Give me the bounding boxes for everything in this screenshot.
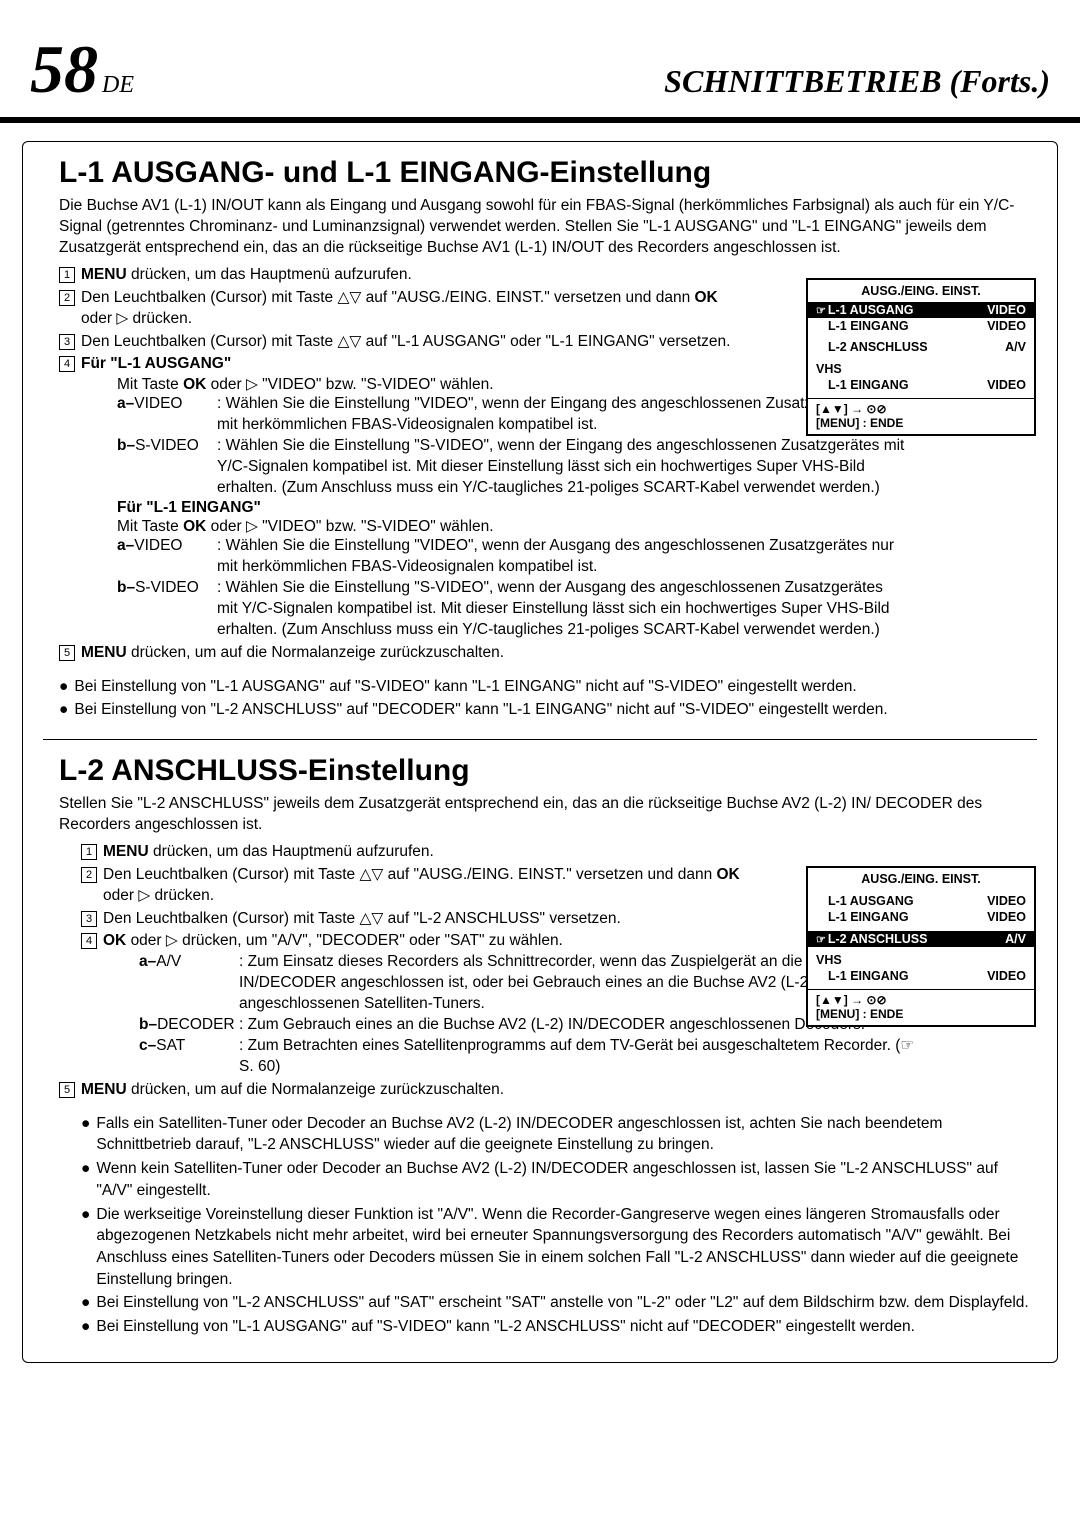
step-subline: Mit Taste OK oder ▷ "VIDEO" bzw. "S-VIDE… — [117, 375, 907, 394]
page-number-big: 58 — [30, 31, 98, 107]
section2-intro: Stellen Sie "L-2 ANSCHLUSS" jeweils dem … — [23, 794, 1057, 836]
osd-row: L-1 AUSGANGVIDEO — [808, 890, 1034, 909]
chapter-title: SCHNITTBETRIEB (Forts.) — [664, 63, 1050, 100]
osd-title: AUSG./EING. EINST. — [808, 868, 1034, 890]
section2-notes: ●Falls ein Satelliten-Tuner oder Decoder… — [23, 1101, 1057, 1338]
step-number: 1 — [81, 844, 97, 860]
step-row: 5 MENU drücken, um auf die Normalanzeige… — [59, 1080, 1035, 1101]
section2-title: L-2 ANSCHLUSS-Einstellung — [23, 740, 1057, 794]
step-row: 3 Den Leuchtbalken (Cursor) mit Taste △▽… — [59, 332, 849, 353]
step-subline: Mit Taste OK oder ▷ "VIDEO" bzw. "S-VIDE… — [117, 517, 907, 536]
step-row: 2 Den Leuchtbalken (Cursor) mit Taste △▽… — [81, 865, 871, 907]
section1-notes: ●Bei Einstellung von "L-1 AUSGANG" auf "… — [23, 664, 1057, 721]
osd-row: L-1 EINGANGVIDEO — [808, 968, 1034, 989]
osd-group-label: VHS — [808, 947, 1034, 968]
osd-footer: [▲▼] → ⊙⊘ [MENU] : ENDE — [808, 398, 1034, 434]
step-row: 2 Den Leuchtbalken (Cursor) mit Taste △▽… — [59, 288, 849, 330]
osd-row: L-2 ANSCHLUSSA/V — [808, 334, 1034, 360]
option-row: c–SAT : Zum Betrachten eines Satellitenp… — [139, 1036, 929, 1078]
option-row: a–VIDEO : Wählen Sie die Einstellung "VI… — [117, 536, 907, 578]
option-row: b–S-VIDEO : Wählen Sie die Einstellung "… — [117, 436, 907, 499]
osd-row-highlight: L-2 ANSCHLUSSA/V — [808, 931, 1034, 947]
osd-row: L-1 EINGANGVIDEO — [808, 318, 1034, 334]
step-number: 4 — [81, 933, 97, 949]
step-number: 3 — [59, 334, 75, 350]
step-number: 2 — [59, 290, 75, 306]
osd-title: AUSG./EING. EINST. — [808, 280, 1034, 302]
section1-title: L-1 AUSGANG- und L-1 EINGANG-Einstellung — [23, 142, 1057, 196]
option-row: a–VIDEO : Wählen Sie die Einstellung "VI… — [117, 394, 907, 436]
option-row: b–S-VIDEO : Wählen Sie die Einstellung "… — [117, 578, 907, 641]
osd-group-label: VHS — [808, 360, 1034, 377]
step-number: 2 — [81, 867, 97, 883]
osd-menu-1: AUSG./EING. EINST. L-1 AUSGANGVIDEO L-1 … — [806, 278, 1036, 436]
osd-menu-2: AUSG./EING. EINST. L-1 AUSGANGVIDEO L-1 … — [806, 866, 1036, 1027]
page-header: 58DE SCHNITTBETRIEB (Forts.) — [0, 0, 1080, 123]
step-row: 4 OK oder ▷ drücken, um "A/V", "DECODER"… — [81, 931, 871, 952]
sub-heading: Für "L-1 EINGANG" — [117, 499, 1035, 517]
step-number: 5 — [59, 1082, 75, 1098]
section1-intro: Die Buchse AV1 (L-1) IN/OUT kann als Ein… — [23, 196, 1057, 259]
osd-row: L-1 EINGANGVIDEO — [808, 377, 1034, 398]
page-lang: DE — [102, 72, 134, 98]
step-number: 5 — [59, 645, 75, 661]
step-row: 3 Den Leuchtbalken (Cursor) mit Taste △▽… — [81, 909, 871, 930]
osd-row: L-1 EINGANGVIDEO — [808, 909, 1034, 925]
osd-row-highlight: L-1 AUSGANGVIDEO — [808, 302, 1034, 318]
step-number: 1 — [59, 267, 75, 283]
step-number: 4 — [59, 356, 75, 372]
osd-footer: [▲▼] → ⊙⊘ [MENU] : ENDE — [808, 989, 1034, 1025]
page-number: 58DE — [30, 30, 134, 109]
step-row: 5 MENU drücken, um auf die Normalanzeige… — [59, 643, 1035, 664]
step-number: 3 — [81, 911, 97, 927]
step-row: 1 MENU drücken, um das Hauptmenü aufzuru… — [81, 842, 1035, 863]
